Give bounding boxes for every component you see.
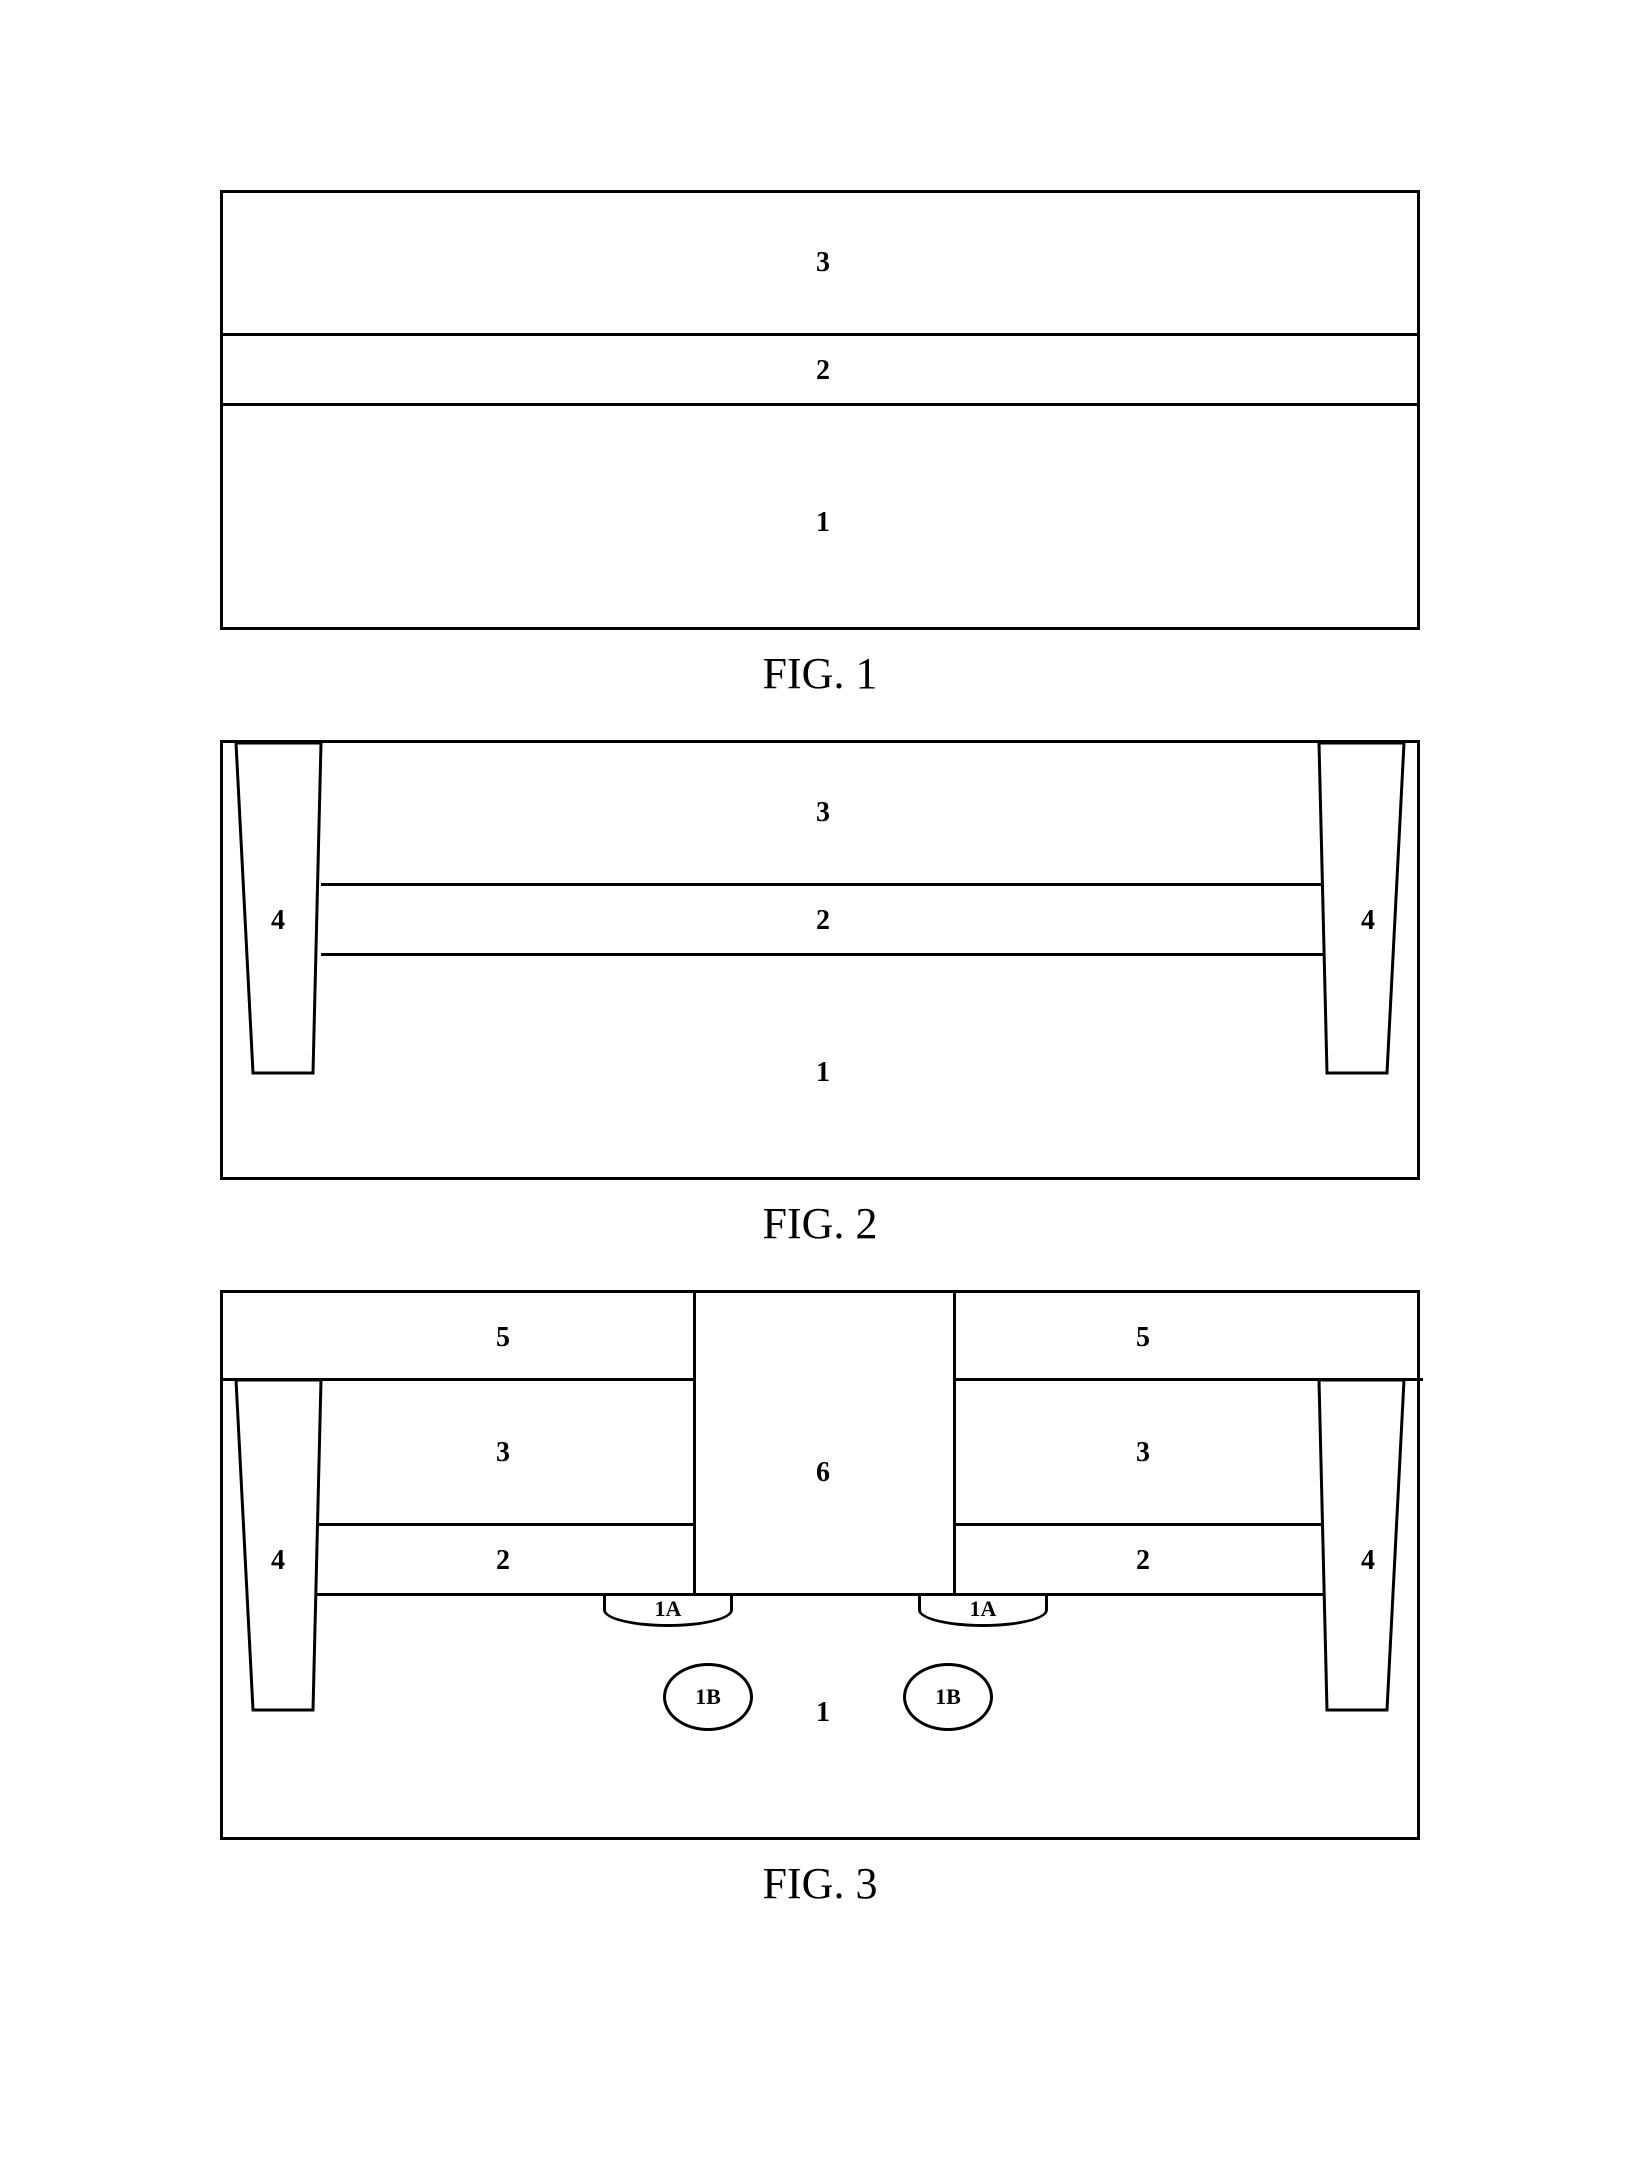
- fig2-label-1: 1: [816, 1057, 830, 1089]
- fig3-opening-right-edge: [953, 1293, 956, 1593]
- fig3-label-6: 6: [816, 1457, 830, 1489]
- fig2-caption: FIG. 2: [220, 1198, 1420, 1249]
- fig3-label-2r: 2: [1136, 1545, 1150, 1577]
- fig3-label-5l: 5: [496, 1322, 510, 1354]
- fig3-1a-left: 1A: [603, 1593, 733, 1627]
- fig2-divider-1: [321, 883, 1325, 886]
- fig3-label-5r: 5: [1136, 1322, 1150, 1354]
- fig2-label-2: 2: [816, 905, 830, 937]
- fig3-opening-left-edge: [693, 1293, 696, 1593]
- fig3-div21: [315, 1593, 1331, 1596]
- fig1-label-3: 3: [816, 247, 830, 279]
- fig1-label-2: 2: [816, 355, 830, 387]
- fig3-1b-right-label: 1B: [935, 1684, 961, 1710]
- fig1-caption: FIG. 1: [220, 648, 1420, 699]
- fig3-caption: FIG. 3: [220, 1858, 1420, 1909]
- fig2-label-4l: 4: [271, 905, 285, 937]
- fig3-1b-left: 1B: [663, 1663, 753, 1731]
- fig3-div32-right: [953, 1523, 1328, 1526]
- fig3-div32-left: [318, 1523, 693, 1526]
- fig3-label-4l: 4: [271, 1545, 285, 1577]
- fig3-diagram: 1A 1A 1B 1B 5 5 3 3 2 2 4 4 6 1: [220, 1290, 1420, 1840]
- fig3-label-2l: 2: [496, 1545, 510, 1577]
- fig1-diagram: 3 2 1: [220, 190, 1420, 630]
- figure-2: 3 2 1 4 4 FIG. 2: [220, 740, 1420, 1249]
- figure-3: 1A 1A 1B 1B 5 5 3 3 2 2 4 4 6 1 FIG. 3: [220, 1290, 1420, 1909]
- fig1-divider-1: [223, 333, 1417, 336]
- fig3-1a-right-label: 1A: [970, 1596, 997, 1622]
- fig3-label-4r: 4: [1361, 1545, 1375, 1577]
- fig2-label-4r: 4: [1361, 905, 1375, 937]
- fig3-1b-left-label: 1B: [695, 1684, 721, 1710]
- fig1-label-1: 1: [816, 507, 830, 539]
- fig2-divider-2: [321, 953, 1325, 956]
- fig3-sti-right: [1297, 1380, 1417, 1720]
- fig1-divider-2: [223, 403, 1417, 406]
- fig2-diagram: 3 2 1 4 4: [220, 740, 1420, 1180]
- fig3-1b-right: 1B: [903, 1663, 993, 1731]
- fig3-1a-left-label: 1A: [655, 1596, 682, 1622]
- figure-1: 3 2 1 FIG. 1: [220, 190, 1420, 699]
- fig2-sti-right: [1297, 743, 1417, 1083]
- fig3-label-3r: 3: [1136, 1437, 1150, 1469]
- fig2-label-3: 3: [816, 797, 830, 829]
- fig3-label-1: 1: [816, 1697, 830, 1729]
- fig3-1a-right: 1A: [918, 1593, 1048, 1627]
- fig3-label-3l: 3: [496, 1437, 510, 1469]
